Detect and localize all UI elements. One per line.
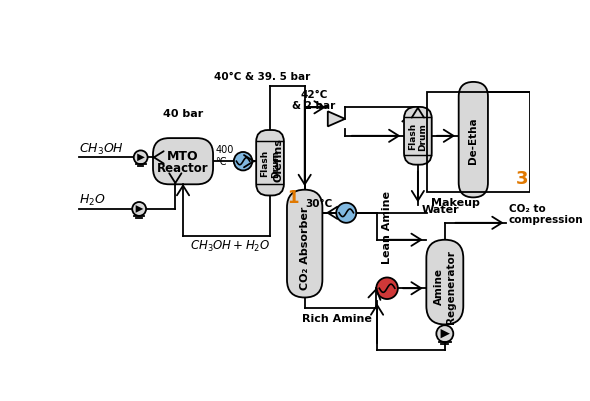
Text: 42°C
& 2 bar: 42°C & 2 bar	[292, 89, 336, 111]
Text: 1: 1	[287, 189, 299, 207]
FancyBboxPatch shape	[153, 139, 213, 185]
Text: 3: 3	[516, 170, 528, 188]
Circle shape	[234, 152, 253, 171]
Circle shape	[437, 325, 453, 342]
Text: CO₂ to
compression: CO₂ to compression	[509, 203, 584, 225]
Text: $H_2O$: $H_2O$	[79, 192, 106, 208]
Text: 40°C & 39. 5 bar: 40°C & 39. 5 bar	[214, 72, 310, 82]
Text: 30°C: 30°C	[306, 198, 333, 208]
Circle shape	[376, 278, 398, 299]
FancyBboxPatch shape	[427, 240, 463, 325]
Polygon shape	[441, 329, 450, 338]
Text: Olefins: Olefins	[274, 138, 284, 181]
Text: Lean Amine: Lean Amine	[382, 190, 392, 263]
Circle shape	[132, 203, 146, 216]
Text: $CH_3OH + H_2O$: $CH_3OH + H_2O$	[190, 239, 271, 254]
Text: De-Etha: De-Etha	[468, 117, 478, 164]
Circle shape	[134, 151, 148, 165]
Polygon shape	[137, 154, 145, 162]
Circle shape	[336, 203, 356, 223]
Polygon shape	[136, 206, 143, 213]
Text: Water: Water	[422, 205, 460, 215]
Text: 40 bar: 40 bar	[163, 109, 203, 119]
Text: Reactor: Reactor	[157, 162, 209, 174]
Text: MTO: MTO	[167, 150, 199, 163]
Text: Flash
Drum: Flash Drum	[260, 150, 280, 177]
Text: Makeup: Makeup	[431, 198, 480, 207]
Text: $CH_3OH$: $CH_3OH$	[79, 141, 124, 156]
FancyBboxPatch shape	[287, 190, 322, 298]
FancyBboxPatch shape	[404, 107, 432, 165]
FancyBboxPatch shape	[256, 131, 284, 196]
Text: 400
°C: 400 °C	[215, 145, 234, 166]
Text: Amine
Regenerator: Amine Regenerator	[434, 249, 455, 323]
FancyBboxPatch shape	[458, 83, 488, 198]
Text: CO₂ Absorber: CO₂ Absorber	[300, 206, 310, 290]
Polygon shape	[328, 112, 345, 127]
Text: Flash
Drum: Flash Drum	[408, 123, 428, 150]
Text: Rich Amine: Rich Amine	[301, 314, 372, 324]
